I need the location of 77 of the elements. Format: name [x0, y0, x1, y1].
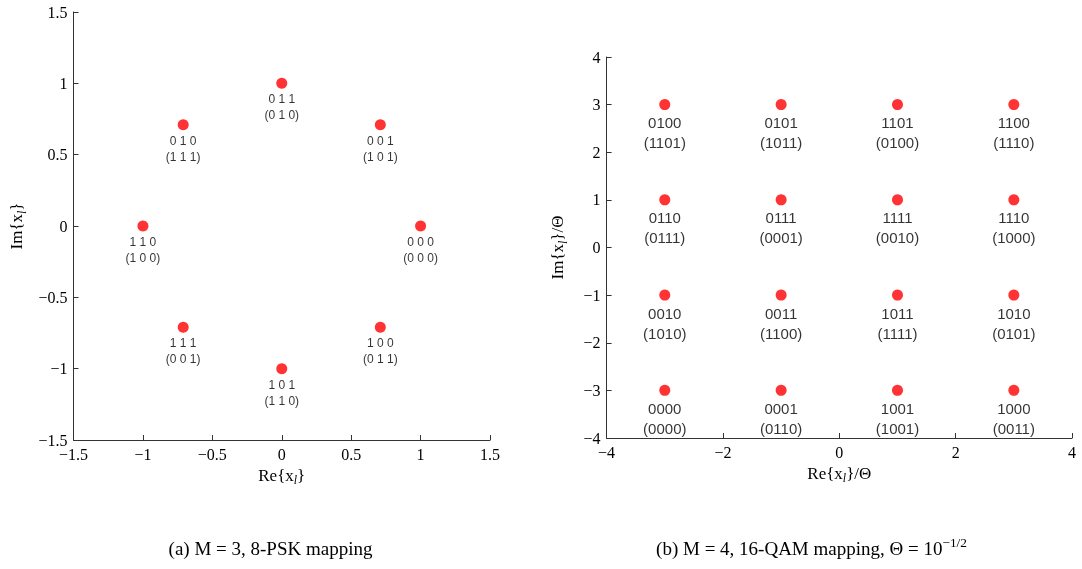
- x-tick-label: −0.5: [197, 445, 227, 463]
- annotation: 0010 (1010): [643, 304, 687, 342]
- annotation: 1000 (0011): [992, 399, 1035, 437]
- annotation: 1001 (1001): [875, 399, 920, 437]
- point: [177, 119, 189, 131]
- point: [1008, 289, 1020, 301]
- point: [659, 384, 671, 396]
- y-tick-label: −3: [583, 381, 601, 399]
- y-tick-label: 0: [592, 239, 601, 256]
- x-tick-label: 0: [277, 445, 286, 463]
- y-tick-label: −1.5: [38, 431, 68, 449]
- y-tick-label: −1: [583, 286, 601, 304]
- annotation: 1110 (1000): [992, 209, 1036, 247]
- point: [1008, 99, 1020, 111]
- x-tick-label: 2: [951, 443, 960, 461]
- annotation: 0100 (1101): [643, 114, 686, 152]
- point: [415, 220, 427, 232]
- annotation: 1010 (0101): [992, 304, 1036, 342]
- annotation: 1101 (0100): [875, 114, 920, 152]
- annotation: 0000 (0000): [643, 399, 687, 437]
- annotation: 0101 (1011): [760, 114, 803, 152]
- point: [659, 194, 671, 206]
- y-tick-label: −0.5: [38, 288, 68, 306]
- y-tick-label: −1: [50, 360, 68, 378]
- annotation: 1 1 0 (1 0 0): [125, 235, 161, 265]
- y-tick-label: 0: [59, 217, 68, 235]
- y-tick-label: 2: [592, 143, 601, 161]
- y-tick-label: 1: [592, 191, 601, 209]
- y-tick-label: 1.5: [47, 3, 68, 21]
- point: [891, 99, 903, 111]
- y-axis-title: Im{xl}: [7, 202, 29, 250]
- annotation: 0001 (0110): [760, 399, 803, 437]
- annotation: 1 1 1 (0 0 1): [165, 336, 201, 367]
- point: [659, 99, 671, 111]
- point: [374, 321, 386, 333]
- y-tick-label: −4: [583, 429, 601, 447]
- x-tick-label: 0.5: [341, 445, 362, 463]
- y-tick-label: 0.5: [47, 146, 68, 164]
- x-tick-label: 1: [416, 445, 425, 463]
- annotation: 0 1 0 (1 1 1): [165, 133, 201, 164]
- annotation: 1011 (1111): [877, 304, 918, 342]
- point: [137, 220, 149, 232]
- x-tick-label: −1: [134, 445, 152, 463]
- point: [177, 321, 189, 333]
- annotation: 1111 (0010): [875, 209, 920, 247]
- annotation: 0 0 0 (0 0 0): [403, 235, 438, 265]
- annotation: 1100 (1110): [993, 114, 1035, 152]
- point: [775, 99, 787, 111]
- annotation: 0111 (0001): [759, 209, 803, 247]
- point: [1008, 194, 1020, 206]
- y-tick-label: 1: [59, 74, 68, 92]
- annotation: 1 0 1 (1 1 0): [264, 377, 300, 408]
- y-tick-label: 3: [592, 96, 601, 114]
- point: [775, 384, 787, 396]
- y-axis-title: Im{xl}/Θ: [548, 215, 570, 280]
- x-tick-label: 0: [835, 443, 844, 461]
- x-tick-label: 4: [1068, 443, 1076, 461]
- y-tick-label: −2: [583, 334, 601, 352]
- point: [374, 119, 386, 131]
- text: (a) M = 3, 8-PSK mapping: [168, 538, 373, 560]
- point: [276, 363, 288, 375]
- point: [891, 289, 903, 301]
- x-tick-label: 1.5: [480, 445, 500, 463]
- annotation: 0011 (1100): [760, 304, 803, 342]
- annotation: 0 1 1 (0 1 0): [264, 92, 300, 123]
- x-tick-label: −2: [714, 443, 732, 461]
- point: [891, 194, 903, 206]
- annotation: 1 0 0 (0 1 1): [362, 336, 398, 367]
- point: [775, 289, 787, 301]
- point: [276, 77, 288, 89]
- annotation: 0110 (0111): [644, 209, 686, 247]
- annotation: 0 0 1 (1 0 1): [362, 133, 398, 164]
- point: [659, 289, 671, 301]
- point: [1008, 384, 1020, 396]
- point: [775, 194, 787, 206]
- y-tick-label: 4: [592, 48, 601, 66]
- point: [891, 384, 903, 396]
